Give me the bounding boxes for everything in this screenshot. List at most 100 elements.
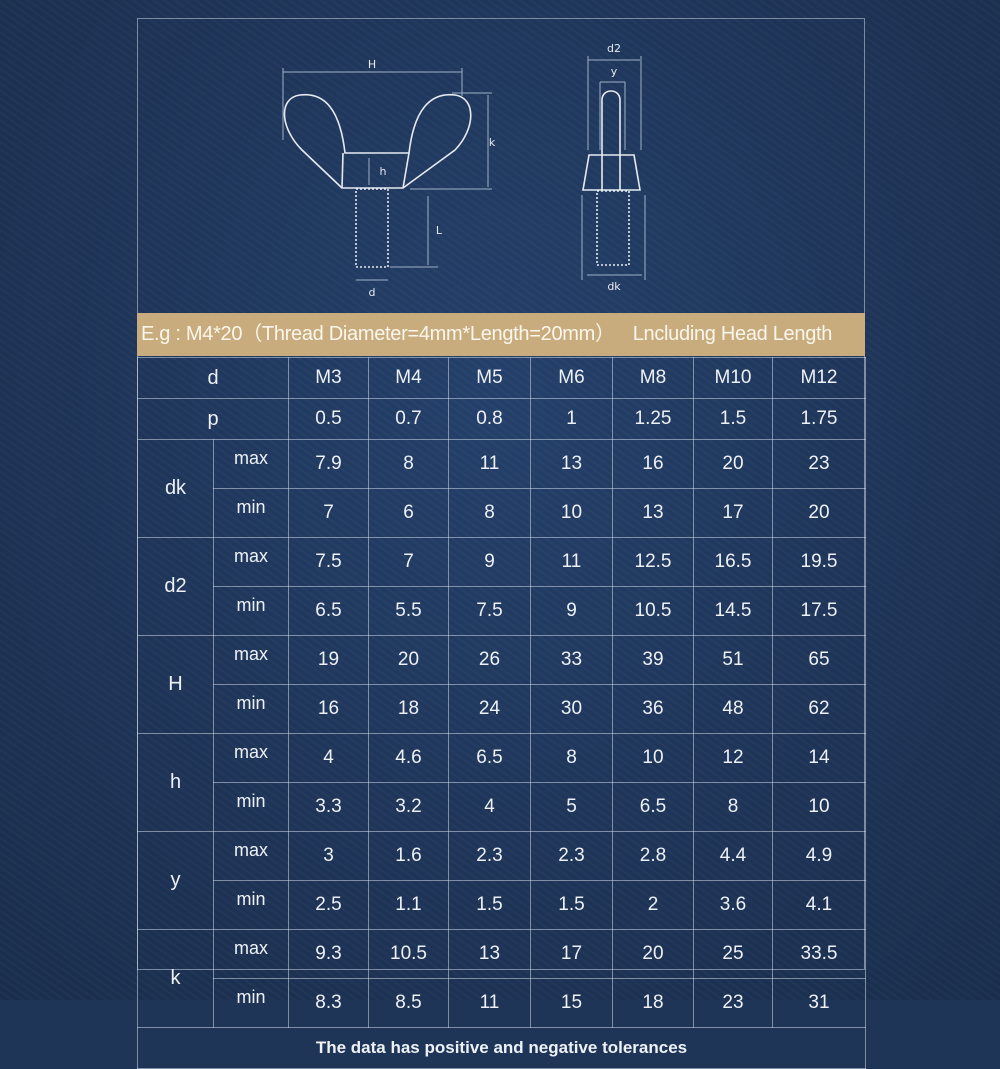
value-cell: 5 [530,782,613,832]
value-cell: 11 [448,439,531,489]
value-cell: 3.2 [368,782,449,832]
label-d2: d2 [607,42,621,55]
value-cell: 51 [693,635,773,685]
value-cell: 8 [368,439,449,489]
value-cell: 6 [368,488,449,538]
value-cell: 2.3 [448,831,531,881]
group-label-h: h [137,733,214,832]
group-label-d2: d2 [137,537,214,636]
value-cell: 2.5 [288,880,369,930]
value-cell: 10 [530,488,613,538]
pitch-cell: 0.7 [368,398,449,440]
value-cell: 11 [530,537,613,587]
table-row-y-min: min 2.5 1.1 1.5 1.5 2 3.6 4.1 [138,880,866,930]
group-label-dk: dk [137,439,214,538]
front-view: H k h L d [282,58,496,299]
max-label: max [213,537,289,587]
value-cell: 1.5 [448,880,531,930]
size-header: M10 [693,357,773,399]
value-cell: 4.1 [772,880,866,930]
max-label: max [213,929,289,979]
label-h: h [380,165,387,178]
min-label: min [213,978,289,1028]
pitch-cell: 1 [530,398,613,440]
max-label: max [213,635,289,685]
size-label: d [137,357,289,399]
value-cell: 33 [530,635,613,685]
value-cell: 7 [288,488,369,538]
table-row-dk-max: dk max 7.9 8 11 13 16 20 23 [137,439,866,538]
size-header: M12 [772,357,866,399]
value-cell: 2.8 [612,831,694,881]
table-row-k-min: min 8.3 8.5 11 15 18 23 31 [138,978,866,1028]
tolerance-note: The data has positive and negative toler… [137,1027,866,1069]
footer-row: The data has positive and negative toler… [137,1027,866,1069]
size-header-row: d M3 M4 M5 M6 M8 M10 M12 [137,357,866,399]
size-header: M8 [612,357,694,399]
example-text: E.g : M4*20（Thread Diameter=4mm*Length=2… [141,323,615,345]
value-cell: 23 [693,978,773,1028]
value-cell: 10 [612,733,694,783]
value-cell: 7.9 [288,439,369,489]
value-cell: 13 [530,439,613,489]
dimension-table: d M3 M4 M5 M6 M8 M10 M12 p 0.5 0.7 0.8 1 1.25 1.5 1.75 d… [137,357,866,1069]
value-cell: 36 [612,684,694,734]
value-cell: 14.5 [693,586,773,636]
value-cell: 10.5 [368,929,449,979]
wing-nut-diagram: H k h L d d2 y dk [282,42,646,299]
label-dk: dk [607,280,621,293]
value-cell: 48 [693,684,773,734]
pitch-cell: 1.5 [693,398,773,440]
value-cell: 14 [772,733,866,783]
value-cell: 39 [612,635,694,685]
value-cell: 4 [448,782,531,832]
table-row-H-min: min 16 18 24 30 36 48 62 [138,684,866,734]
value-cell: 17 [693,488,773,538]
label-d: d [369,286,376,299]
size-header: M5 [448,357,531,399]
example-banner: E.g : M4*20（Thread Diameter=4mm*Length=2… [137,313,865,356]
table-row-k-max: k max 9.3 10.5 13 17 20 25 33.5 [137,929,866,1028]
group-label-y: y [137,831,214,930]
pitch-cell: 1.75 [772,398,866,440]
min-label: min [213,684,289,734]
table-row-y-max: y max 3 1.6 2.3 2.3 2.8 4.4 4.9 [137,831,866,930]
value-cell: 5.5 [368,586,449,636]
value-cell: 12.5 [612,537,694,587]
pitch-cell: 1.25 [612,398,694,440]
min-label: min [213,488,289,538]
table-row-dk-min: min 7 6 8 10 13 17 20 [138,488,866,538]
pitch-row: p 0.5 0.7 0.8 1 1.25 1.5 1.75 [137,398,866,440]
label-L: L [436,224,443,237]
side-view: d2 y dk [581,42,646,293]
value-cell: 19 [288,635,369,685]
value-cell: 20 [368,635,449,685]
table-row-d2-max: d2 max 7.5 7 9 11 12.5 16.5 19.5 [137,537,866,636]
table-row-h-max: h max 4 4.6 6.5 8 10 12 14 [137,733,866,832]
value-cell: 11 [448,978,531,1028]
value-cell: 1.5 [530,880,613,930]
min-label: min [213,782,289,832]
value-cell: 65 [772,635,866,685]
value-cell: 8.5 [368,978,449,1028]
value-cell: 20 [612,929,694,979]
value-cell: 31 [772,978,866,1028]
value-cell: 8 [448,488,531,538]
size-header: M4 [368,357,449,399]
value-cell: 2.3 [530,831,613,881]
label-k: k [489,136,496,149]
value-cell: 16 [288,684,369,734]
size-header: M6 [530,357,613,399]
label-y: y [611,65,618,78]
value-cell: 17 [530,929,613,979]
table-row-d2-min: min 6.5 5.5 7.5 9 10.5 14.5 17.5 [138,586,866,636]
group-label-H: H [137,635,214,734]
value-cell: 2 [612,880,694,930]
value-cell: 12 [693,733,773,783]
value-cell: 26 [448,635,531,685]
value-cell: 6.5 [612,782,694,832]
value-cell: 8.3 [288,978,369,1028]
size-header: M3 [288,357,369,399]
value-cell: 20 [772,488,866,538]
value-cell: 3 [288,831,369,881]
